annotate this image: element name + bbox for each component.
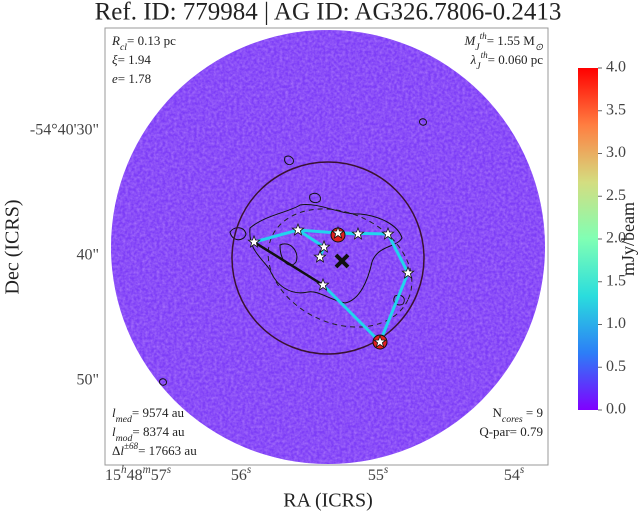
x-tick-label: 15h48m57s bbox=[105, 464, 172, 484]
center-cross bbox=[334, 253, 350, 269]
annotation: λJth= 0.060 pc bbox=[470, 50, 544, 72]
text-part: 48 bbox=[127, 467, 143, 484]
text-part: s bbox=[247, 464, 252, 476]
text-part: M bbox=[463, 33, 476, 48]
colorbar-tick-label: 3.5 bbox=[606, 101, 626, 118]
text-part: = 1.94 bbox=[118, 52, 152, 67]
colorbar-tick-label: 4.0 bbox=[606, 59, 626, 76]
text-part: = 1.55 M bbox=[487, 33, 536, 48]
text-part: λ bbox=[470, 52, 477, 67]
core-star bbox=[317, 239, 331, 253]
core-star bbox=[291, 222, 305, 236]
text-part: = 8374 au bbox=[132, 424, 185, 439]
text-part: l bbox=[112, 405, 116, 420]
text-part: th bbox=[481, 50, 489, 60]
text-part: 54 bbox=[504, 467, 520, 484]
cores bbox=[247, 222, 415, 348]
text-part: ±68 bbox=[124, 441, 139, 451]
colorbar-tick-label: 0.5 bbox=[606, 358, 626, 375]
x-tick-label: 56s bbox=[231, 464, 252, 484]
text-part: = 9 bbox=[523, 405, 543, 420]
text-part: ξ bbox=[112, 52, 118, 67]
colorbar-tick-label: 1.5 bbox=[606, 272, 626, 289]
contours bbox=[159, 118, 427, 386]
text-part: cl bbox=[120, 42, 127, 53]
core-star bbox=[351, 226, 365, 240]
annotation: lmed= 9574 au bbox=[112, 405, 184, 425]
link-line bbox=[253, 240, 324, 287]
annotation: e= 1.78 bbox=[112, 71, 151, 86]
text-part: Q-par= 0.79 bbox=[479, 424, 543, 439]
annotation: Rcl= 0.13 pc bbox=[111, 33, 176, 53]
text-part: s bbox=[520, 464, 525, 476]
text-part: = 9574 au bbox=[132, 405, 185, 420]
colorbar-label: mJy/beam bbox=[618, 202, 638, 276]
text-part: l bbox=[112, 424, 116, 439]
text-part: ⊙ bbox=[535, 42, 544, 53]
text-part: mod bbox=[116, 433, 133, 444]
text-part: e bbox=[112, 71, 118, 86]
y-tick-label: -54°40'30" bbox=[30, 122, 99, 139]
text-part: s bbox=[384, 464, 389, 476]
core-star bbox=[401, 265, 415, 279]
annotation: Q-par= 0.79 bbox=[479, 424, 543, 439]
colorbar-tick-label: 0.0 bbox=[606, 401, 626, 418]
text-part: Δ bbox=[112, 443, 120, 458]
y-axis-label: Dec (ICRS) bbox=[2, 200, 24, 295]
text-part: s bbox=[167, 464, 172, 476]
text-part: J bbox=[476, 61, 481, 72]
core-star bbox=[313, 249, 327, 263]
text-part: = 0.060 pc bbox=[488, 52, 544, 67]
text-part: th bbox=[480, 31, 488, 41]
text-part: m bbox=[143, 464, 151, 476]
core-star bbox=[247, 234, 261, 248]
text-part: 55 bbox=[368, 467, 384, 484]
core-star bbox=[373, 334, 387, 348]
x-tick-label: 55s bbox=[368, 464, 389, 484]
text-part: = 17663 au bbox=[138, 443, 197, 458]
colorbar-tick-label: 1.0 bbox=[606, 315, 626, 332]
text-part: l bbox=[120, 443, 124, 458]
cluster-ellipse bbox=[267, 208, 413, 328]
core-star bbox=[331, 225, 345, 239]
text-part: h bbox=[121, 464, 127, 476]
core-star bbox=[381, 226, 395, 240]
annotation: Δl±68= 17663 au bbox=[112, 441, 197, 458]
annotation: ξ= 1.94 bbox=[112, 52, 151, 67]
x-tick-label: 54s bbox=[504, 464, 525, 484]
y-tick-label: 50" bbox=[76, 372, 99, 389]
text-part: 15 bbox=[105, 467, 121, 484]
cluster-circle bbox=[231, 161, 425, 355]
text-part: = 0.13 pc bbox=[127, 33, 176, 48]
title: Ref. ID: 779984 | AG ID: AG326.7806-0.24… bbox=[95, 0, 562, 26]
annotation: lmod= 8374 au bbox=[112, 424, 185, 444]
annotation: Ncores = 9 bbox=[493, 405, 544, 425]
y-tick-label: 40" bbox=[76, 247, 99, 264]
text-part: J bbox=[475, 42, 480, 53]
x-axis-label: RA (ICRS) bbox=[283, 490, 372, 512]
colorbar-tick-label: 2.5 bbox=[606, 187, 626, 204]
text-part: 56 bbox=[231, 467, 247, 484]
annotation: MJth= 1.55 M⊙ bbox=[463, 31, 543, 53]
text-part: 57 bbox=[151, 467, 167, 484]
text-part: med bbox=[116, 414, 132, 425]
text-part: cores bbox=[502, 414, 523, 425]
text-part: R bbox=[111, 33, 120, 48]
core-star bbox=[316, 277, 330, 291]
text-part: N bbox=[493, 405, 503, 420]
colorbar-tick-label: 3.0 bbox=[606, 144, 626, 161]
colorbar-tick-label: 2.0 bbox=[606, 230, 626, 247]
colorbar bbox=[578, 68, 598, 410]
text-part: = 1.78 bbox=[118, 71, 151, 86]
